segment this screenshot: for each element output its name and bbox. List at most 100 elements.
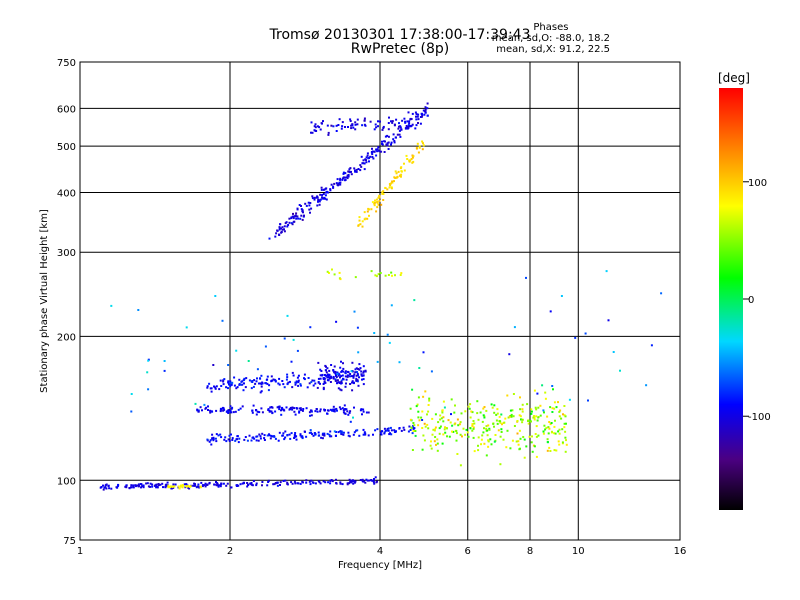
data-point	[233, 376, 236, 379]
data-point	[293, 480, 296, 483]
data-point	[233, 384, 236, 387]
data-point	[238, 383, 241, 386]
data-point	[413, 299, 416, 302]
data-point	[354, 170, 357, 173]
data-point	[400, 173, 403, 176]
data-point	[417, 113, 420, 116]
data-point	[256, 368, 259, 371]
data-point	[310, 207, 313, 210]
data-point	[447, 419, 450, 422]
data-point	[296, 349, 299, 352]
data-point	[521, 403, 524, 406]
data-point	[379, 432, 382, 434]
data-point	[551, 430, 553, 433]
data-point	[339, 366, 342, 369]
data-point	[387, 135, 390, 138]
data-point	[269, 406, 272, 409]
data-point	[444, 431, 447, 434]
data-point	[362, 410, 365, 413]
data-point	[232, 411, 235, 414]
data-point	[509, 409, 512, 412]
data-point	[441, 442, 444, 445]
data-point	[377, 196, 380, 199]
data-point	[451, 424, 454, 427]
data-point	[519, 447, 521, 450]
data-point	[300, 408, 302, 411]
data-point	[422, 144, 425, 147]
data-point	[349, 410, 352, 413]
data-point	[533, 445, 536, 448]
data-point	[438, 432, 441, 435]
data-point	[360, 165, 363, 168]
data-point	[194, 402, 197, 405]
data-point	[196, 485, 199, 488]
data-point	[102, 488, 105, 491]
data-point	[496, 408, 499, 411]
data-point	[288, 433, 291, 436]
data-point	[423, 113, 426, 116]
data-point	[277, 382, 280, 385]
data-point	[551, 407, 554, 410]
data-point	[411, 156, 414, 159]
data-point	[412, 160, 415, 163]
data-point	[314, 410, 317, 413]
data-point	[327, 379, 330, 382]
data-point	[348, 411, 351, 414]
data-point	[411, 432, 414, 435]
data-point	[222, 383, 225, 386]
data-point	[375, 210, 378, 213]
data-point	[259, 377, 262, 380]
data-point	[513, 425, 516, 427]
data-point	[480, 443, 482, 446]
data-point	[551, 411, 554, 413]
data-point	[229, 383, 232, 386]
data-point	[371, 153, 374, 156]
data-point	[333, 365, 336, 368]
data-point	[335, 320, 338, 323]
data-point	[558, 428, 561, 431]
data-point	[334, 378, 337, 381]
data-point	[229, 405, 232, 408]
data-point	[359, 169, 362, 172]
data-point	[310, 479, 313, 482]
data-point	[530, 410, 533, 413]
data-point	[350, 481, 353, 484]
data-point	[305, 204, 308, 207]
data-point	[314, 482, 317, 485]
data-point	[245, 377, 248, 380]
data-point	[322, 377, 325, 380]
data-point	[424, 106, 427, 109]
data-point	[294, 214, 297, 217]
data-point	[327, 131, 330, 134]
data-point	[238, 437, 241, 440]
data-point	[377, 146, 380, 149]
data-point	[225, 440, 228, 443]
data-point	[553, 425, 556, 428]
data-point	[215, 433, 218, 436]
data-point	[331, 409, 334, 412]
data-point	[349, 118, 352, 121]
data-point	[365, 161, 368, 164]
data-point	[173, 485, 176, 488]
data-point	[206, 438, 209, 441]
data-point	[449, 421, 452, 424]
data-point	[279, 223, 282, 226]
data-point	[157, 483, 160, 485]
data-point	[374, 123, 377, 126]
data-point	[267, 389, 270, 392]
data-point	[306, 386, 309, 389]
data-point	[392, 133, 395, 136]
data-point	[359, 367, 362, 370]
data-point	[423, 422, 426, 425]
data-point	[348, 171, 351, 173]
data-point	[310, 131, 312, 134]
data-point	[557, 430, 560, 433]
data-point	[489, 438, 492, 441]
data-point	[260, 374, 263, 377]
data-point	[546, 438, 549, 441]
data-point	[472, 427, 475, 430]
data-point	[407, 111, 410, 114]
data-point	[536, 419, 539, 422]
data-point	[140, 486, 142, 489]
data-point	[446, 435, 448, 438]
